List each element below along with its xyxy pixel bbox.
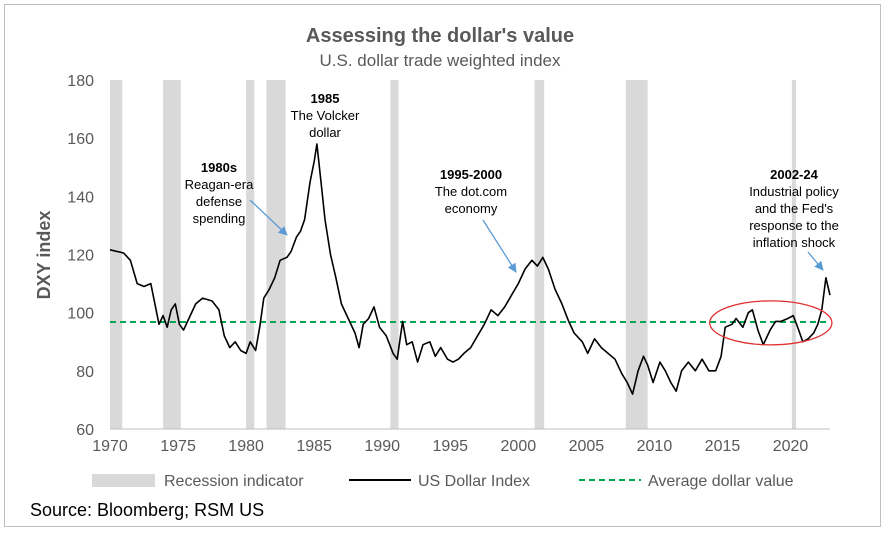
y-tick-label: 180	[67, 73, 94, 90]
recession-band	[791, 80, 796, 429]
y-axis-label: DXY index	[34, 211, 54, 300]
legend-recession-label: Recession indicator	[164, 473, 304, 490]
chart-subtitle: U.S. dollar trade weighted index	[320, 51, 561, 70]
x-tick-label: 2015	[705, 438, 741, 455]
recession-band	[534, 80, 545, 429]
us-dollar-index-line	[109, 143, 831, 395]
y-tick-label: 140	[67, 189, 94, 206]
annotation-1980s-line: Reagan-era	[185, 177, 254, 192]
x-tick-label: 1975	[160, 438, 196, 455]
chart-title: Assessing the dollar's value	[306, 25, 574, 47]
annotation-2002-24-title: 2002-24	[770, 167, 818, 182]
recession-band	[266, 80, 286, 429]
source-note: Source: Bloomberg; RSM US	[30, 500, 264, 520]
x-axis-ticks: 1970 1975 1980 1985 1990 1995 2000 2005 2010 2015…	[92, 438, 808, 455]
x-tick-label: 2005	[569, 438, 605, 455]
annotation-dotcom: 1995-2000 The dot.com economy	[435, 167, 517, 273]
recession-band	[163, 80, 181, 429]
annotation-1985-line: dollar	[309, 125, 341, 140]
annotation-1985-line: The Volcker	[291, 108, 360, 123]
recession-band	[110, 80, 123, 429]
y-tick-label: 60	[76, 422, 94, 439]
recession-band	[625, 80, 648, 429]
annotation-2002-24-line: response to the	[749, 218, 839, 233]
legend-recession-swatch	[92, 474, 155, 487]
annotation-dotcom-title: 1995-2000	[440, 167, 502, 182]
x-tick-label: 2020	[773, 438, 809, 455]
annotation-1980s-arrow	[249, 199, 288, 236]
x-tick-label: 2010	[637, 438, 673, 455]
chart-frame	[4, 4, 881, 527]
annotation-1980s-line: defense	[196, 194, 242, 209]
y-tick-label: 100	[67, 306, 94, 323]
legend-average-label: Average dollar value	[648, 473, 794, 490]
x-tick-label: 1995	[432, 438, 468, 455]
x-tick-label: 1980	[228, 438, 264, 455]
annotation-1985: 1985 The Volcker dollar	[291, 91, 360, 140]
x-tick-label: 1970	[92, 438, 128, 455]
y-tick-label: 160	[67, 131, 94, 148]
legend-dollar-label: US Dollar Index	[418, 473, 530, 490]
recession-bands	[110, 80, 796, 429]
highlight-ellipse	[709, 300, 833, 346]
annotation-2002-24-line: inflation shock	[753, 235, 836, 250]
x-tick-label: 2000	[501, 438, 537, 455]
annotation-2002-24-line: and the Fed's	[755, 201, 834, 216]
annotation-dotcom-line: economy	[445, 201, 498, 216]
annotation-1980s: 1980s Reagan-era defense spending	[185, 160, 288, 236]
legend: Recession indicator US Dollar Index Aver…	[92, 473, 794, 490]
y-axis-ticks: 60 80 100 120 140 160 180	[67, 73, 94, 439]
x-tick-label: 1990	[364, 438, 400, 455]
annotation-1980s-line: spending	[193, 211, 246, 226]
recession-band	[246, 80, 255, 429]
y-tick-label: 120	[67, 248, 94, 265]
annotation-dotcom-line: The dot.com	[435, 184, 507, 199]
annotation-1985-title: 1985	[311, 91, 340, 106]
annotation-2002-24-arrow	[807, 251, 824, 271]
annotation-2002-24: 2002-24 Industrial policy and the Fed's …	[749, 167, 839, 271]
recession-band	[390, 80, 399, 429]
x-tick-label: 1985	[296, 438, 332, 455]
annotation-2002-24-line: Industrial policy	[749, 184, 839, 199]
y-tick-label: 80	[76, 364, 94, 381]
annotation-dotcom-arrow	[482, 219, 517, 273]
annotation-1980s-title: 1980s	[201, 160, 237, 175]
